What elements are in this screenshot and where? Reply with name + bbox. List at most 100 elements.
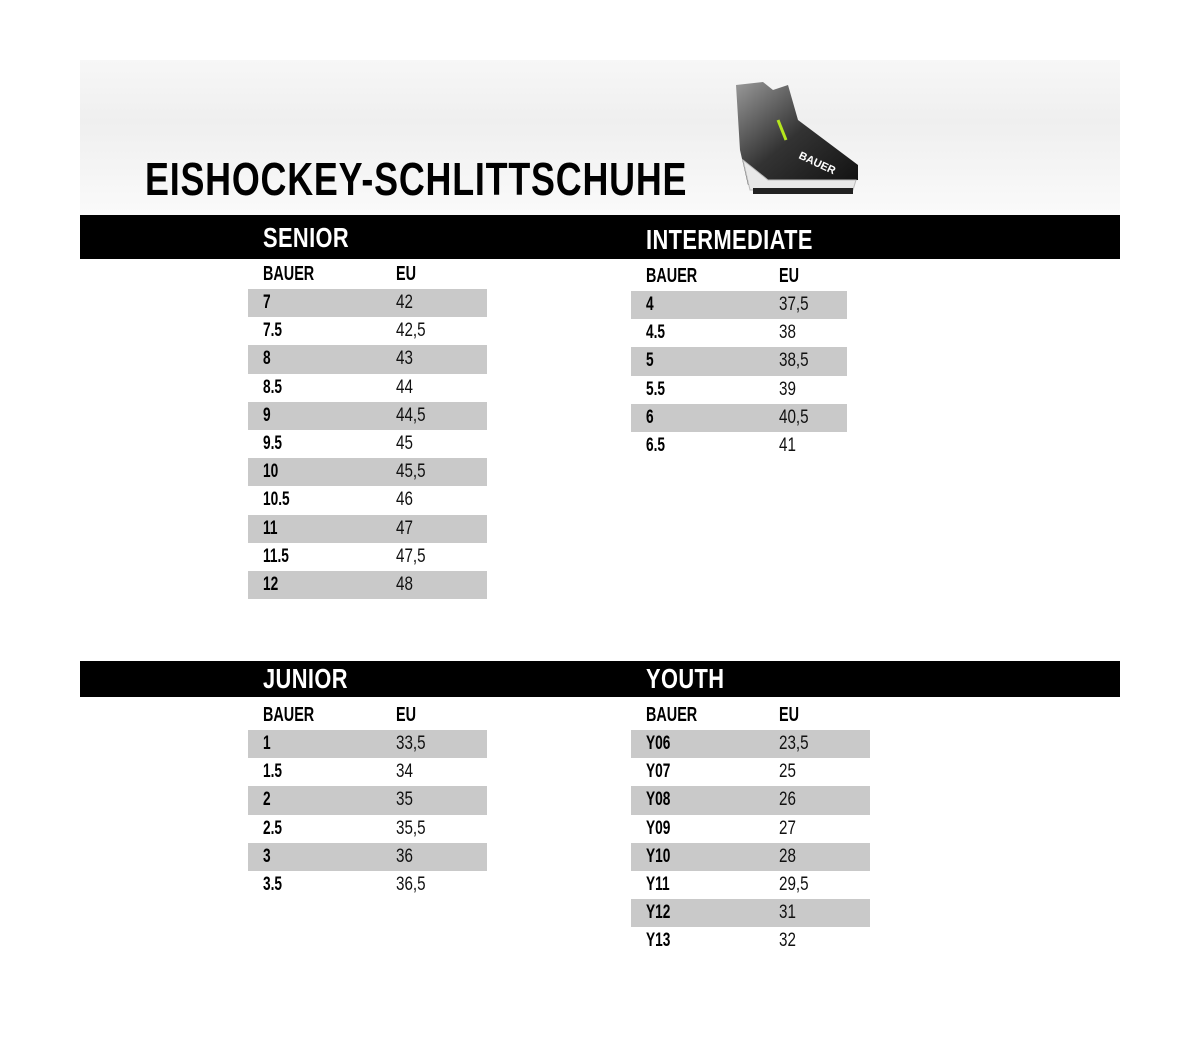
table-row: 4.5 38 — [631, 319, 847, 347]
bauer-size: 9 — [263, 404, 271, 426]
eu-size: 47 — [396, 517, 413, 539]
table-row: 9 44,5 — [248, 401, 487, 430]
bauer-size: 10.5 — [263, 489, 290, 511]
header-band-top — [80, 215, 1120, 259]
table-row: 1.5 34 — [248, 758, 487, 786]
bauer-size: 11.5 — [263, 545, 289, 567]
eu-size: 34 — [396, 761, 413, 783]
bauer-size: Y08 — [646, 789, 671, 811]
bauer-size: 6 — [646, 406, 654, 428]
eu-size: 43 — [396, 348, 413, 370]
table-row: 7 42 — [248, 289, 487, 318]
bauer-size: 7.5 — [263, 320, 283, 342]
section-title-youth: YOUTH — [646, 663, 725, 694]
size-table-intermediate: BAUER EU 4 37,5 4.5 38 5 38,5 5.5 39 6 40,5 6.5 41 — [631, 265, 847, 460]
bauer-size: 8.5 — [263, 376, 283, 398]
table-row: 10.5 46 — [248, 486, 487, 514]
table-row: 8 43 — [248, 345, 487, 374]
eu-size: 44,5 — [396, 404, 426, 426]
header-band-bottom — [80, 661, 1120, 697]
table-row: 5.5 39 — [631, 376, 847, 404]
column-header-bauer: BAUER — [263, 704, 315, 726]
table-row: 7.5 42,5 — [248, 317, 487, 345]
bauer-size: 4 — [646, 294, 654, 315]
bauer-size: 2 — [263, 789, 271, 811]
bauer-size: 10 — [263, 461, 279, 483]
bauer-size: 11 — [263, 517, 278, 539]
size-table-senior: BAUER EU 7 42 7.5 42,5 8 43 8.5 44 9 44,5 9.5 45 10 45,… — [248, 263, 487, 600]
bauer-size: 12 — [263, 573, 279, 595]
bauer-size: 2.5 — [263, 817, 283, 839]
eu-size: 42,5 — [396, 320, 426, 342]
eu-size: 42 — [396, 292, 413, 313]
eu-size: 44 — [396, 376, 413, 398]
table-header: BAUER EU — [631, 265, 847, 291]
table-row: Y12 31 — [631, 899, 870, 928]
table-row: 3 36 — [248, 842, 487, 871]
table-row: 2.5 35,5 — [248, 815, 487, 843]
table-row: Y10 28 — [631, 842, 870, 871]
bauer-size: Y13 — [646, 930, 671, 952]
page-title: EISHOCKEY-SCHLITTSCHUHE — [145, 153, 688, 205]
section-title-senior: SENIOR — [263, 222, 350, 253]
table-row: Y11 29,5 — [631, 871, 870, 899]
size-table-junior: BAUER EU 1 33,5 1.5 34 2 35 2.5 35,5 3 36 3.5 36,5 — [248, 704, 487, 899]
table-row: Y13 32 — [631, 927, 870, 955]
table-row: 5 38,5 — [631, 347, 847, 376]
eu-size: 27 — [779, 817, 796, 839]
eu-size: 46 — [396, 489, 413, 511]
bauer-size: 7 — [263, 292, 271, 313]
table-row: 6.5 41 — [631, 432, 847, 460]
bauer-size: 1.5 — [263, 761, 283, 783]
column-header-bauer: BAUER — [646, 265, 698, 287]
eu-size: 47,5 — [396, 545, 426, 567]
eu-size: 31 — [779, 902, 796, 924]
table-row: 10 45,5 — [248, 458, 487, 487]
table-row: 6 40,5 — [631, 403, 847, 432]
table-row: 11.5 47,5 — [248, 543, 487, 571]
table-row: 3.5 36,5 — [248, 871, 487, 899]
table-header: BAUER EU — [248, 263, 487, 289]
bauer-size: 4.5 — [646, 322, 666, 344]
bauer-size: Y09 — [646, 817, 671, 839]
bauer-size: 3.5 — [263, 873, 283, 895]
eu-size: 41 — [779, 434, 796, 456]
hero-background — [80, 60, 1120, 215]
eu-size: 45,5 — [396, 461, 426, 483]
bauer-size: 8 — [263, 348, 271, 370]
eu-size: 29,5 — [779, 873, 809, 895]
column-header-bauer: BAUER — [263, 263, 315, 285]
table-row: 11 47 — [248, 514, 487, 543]
ice-skate-image: BAUER — [736, 82, 858, 194]
eu-size: 36,5 — [396, 873, 426, 895]
table-row: Y07 25 — [631, 758, 870, 786]
bauer-size: 5 — [646, 350, 654, 372]
column-header-bauer: BAUER — [646, 704, 698, 726]
bauer-size: Y11 — [646, 873, 670, 895]
table-row: 8.5 44 — [248, 374, 487, 402]
table-row: 9.5 45 — [248, 430, 487, 458]
table-header: BAUER EU — [631, 704, 870, 730]
section-title-junior: JUNIOR — [263, 663, 348, 694]
table-row: 12 48 — [248, 570, 487, 600]
eu-size: 48 — [396, 573, 413, 595]
eu-size: 25 — [779, 761, 796, 783]
bauer-size: Y12 — [646, 902, 671, 924]
eu-size: 35 — [396, 789, 413, 811]
bauer-size: 6.5 — [646, 434, 666, 456]
eu-size: 37,5 — [779, 294, 809, 315]
bauer-size: Y06 — [646, 733, 671, 754]
eu-size: 40,5 — [779, 406, 809, 428]
bauer-size: 9.5 — [263, 432, 283, 454]
table-row: Y06 23,5 — [631, 730, 870, 759]
table-row: 2 35 — [248, 786, 487, 815]
bauer-size: 1 — [263, 733, 271, 754]
eu-size: 38,5 — [779, 350, 809, 372]
table-header: BAUER EU — [248, 704, 487, 730]
column-header-eu: EU — [779, 704, 800, 726]
bauer-size: Y10 — [646, 845, 671, 867]
eu-size: 39 — [779, 378, 796, 400]
column-header-eu: EU — [396, 704, 417, 726]
eu-size: 33,5 — [396, 733, 426, 754]
table-row: 1 33,5 — [248, 730, 487, 759]
